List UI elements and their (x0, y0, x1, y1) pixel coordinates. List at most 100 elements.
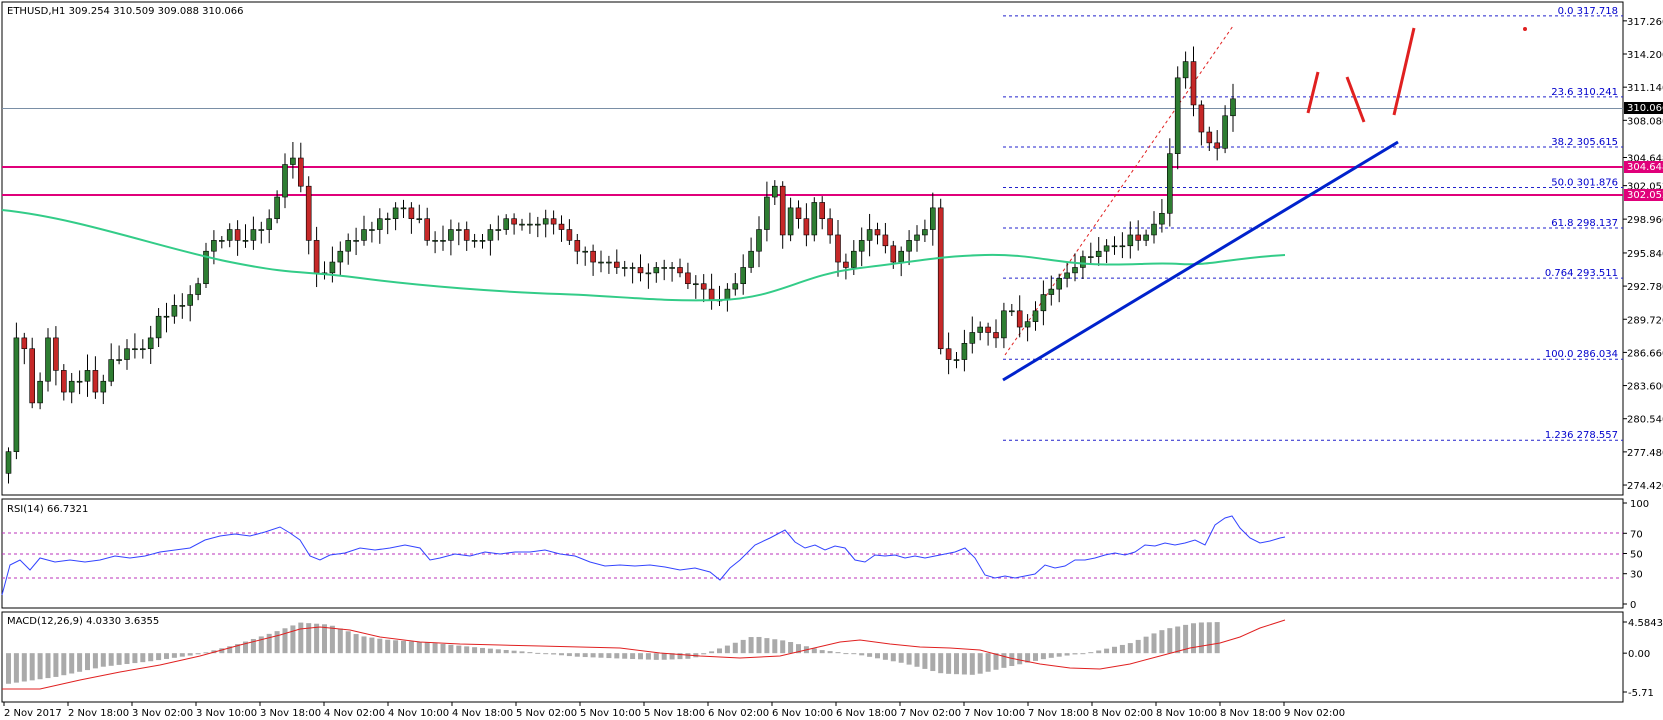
price-tick-label: 292.780 (1627, 282, 1663, 293)
candle-body (874, 229, 881, 236)
resistance-tag-1-bg (1624, 161, 1663, 173)
macd-hist-bar (187, 653, 193, 656)
macd-hist-bar (258, 636, 264, 654)
macd-hist-bar (811, 648, 817, 654)
macd-hist-bar (345, 631, 351, 654)
time-tick-label: 7 Nov 18:00 (1028, 708, 1089, 719)
macd-hist-bar (961, 653, 967, 675)
macd-hist-bar (124, 653, 130, 664)
candle-body (629, 267, 636, 269)
macd-hist-bar (661, 653, 667, 660)
macd-hist-bar (416, 641, 422, 654)
macd-histogram (6, 622, 1220, 684)
price-tick-label: 289.720 (1627, 315, 1663, 326)
macd-signal-line (2, 619, 1286, 690)
macd-hist-bar (906, 653, 912, 665)
candle-body (677, 267, 683, 274)
candle-body (850, 250, 857, 268)
macd-hist-bar (45, 653, 51, 679)
macd-hist-bar (677, 653, 683, 660)
candle-body (408, 207, 415, 220)
candle-body (329, 261, 336, 274)
macd-hist-bar (875, 653, 880, 659)
candle-body (590, 250, 596, 263)
macd-hist-bar (851, 653, 857, 655)
macd-hist-bar (148, 653, 154, 662)
candle-body (116, 359, 122, 361)
candle-body (527, 223, 533, 226)
macd-axis: 4.5843 0.00 -5.71 (1623, 618, 1663, 699)
candle-body (937, 207, 944, 350)
macd-hist-bar (1135, 639, 1141, 654)
fib-level-label: 1.236 278.557 (1545, 430, 1618, 441)
macd-tick-label: -5.71 (1628, 688, 1654, 699)
macd-hist-bar (709, 651, 715, 654)
price-tick-label: 314.200 (1627, 50, 1663, 61)
candle-body (1095, 250, 1102, 257)
candle-body (1214, 142, 1220, 149)
candle-body (400, 207, 407, 210)
macd-hist-bar (653, 653, 659, 660)
candle-body (234, 229, 241, 241)
candle-body (258, 229, 265, 231)
rsi-tick-label: 0 (1630, 600, 1636, 611)
candle-body (771, 185, 778, 198)
macd-hist-bar (1009, 653, 1015, 666)
candle-body (479, 240, 486, 242)
candle-body (922, 229, 928, 236)
macd-hist-bar (243, 641, 248, 654)
candle-body (1230, 98, 1236, 117)
candle-body (147, 337, 154, 350)
macd-hist-bar (566, 653, 572, 657)
candle-body (906, 240, 912, 252)
projection-arrow-down (1345, 76, 1366, 123)
projection-arrows (1306, 27, 1527, 123)
candle-body (37, 380, 43, 404)
candle-body (945, 348, 952, 360)
macd-hist-bar (77, 653, 83, 672)
macd-hist-bar (424, 642, 430, 654)
candle-body (1143, 234, 1149, 241)
candle-body (1008, 310, 1015, 313)
candle-body (843, 261, 849, 268)
macd-hist-bar (1206, 622, 1212, 654)
macd-hist-bar (1151, 633, 1157, 654)
candle-body (108, 359, 114, 382)
macd-hist-bar (164, 653, 169, 659)
candle-body (84, 370, 91, 382)
candle-body (53, 337, 59, 371)
candle-body (369, 229, 375, 231)
fibonacci-retracement: 0.0 317.718 23.6 310.241 38.2 305.615 50.0 … (1003, 6, 1623, 441)
macd-hist-bar (740, 639, 746, 654)
candle-body (171, 305, 178, 317)
macd-hist-bar (1096, 650, 1102, 654)
candle-body (203, 250, 209, 285)
time-axis: 2 Nov 2017 2 Nov 18:00 3 Nov 02:00 3 Nov 10… (3, 702, 1345, 719)
candle-body (669, 267, 675, 269)
macd-hist-bar (1127, 643, 1133, 654)
macd-hist-bar (993, 653, 999, 670)
macd-hist-bar (827, 651, 833, 654)
macd-hist-bar (527, 652, 533, 654)
rsi-axis: 100 70 50 30 0 (1623, 499, 1649, 611)
macd-hist-bar (282, 628, 288, 654)
macd-hist-bar (1001, 653, 1007, 668)
macd-hist-bar (1088, 652, 1094, 654)
macd-hist-bar (203, 652, 209, 654)
candle-body (882, 234, 889, 247)
moving-average-line (1, 209, 1286, 302)
candle-body (969, 332, 976, 344)
macd-hist-bar (1048, 653, 1054, 658)
fib-level-label: 100.0 286.034 (1545, 349, 1618, 360)
candle-body (795, 207, 802, 220)
macd-hist-bar (171, 653, 177, 658)
candle-body (416, 218, 423, 221)
macd-hist-bar (274, 631, 280, 654)
macd-hist-bar (867, 653, 873, 657)
candle-body (353, 240, 359, 242)
time-tick-label: 7 Nov 02:00 (900, 708, 961, 719)
candle-body (748, 250, 754, 268)
candle-body (155, 315, 162, 339)
current-price-tag-bg (1624, 102, 1663, 114)
macd-hist-bar (298, 622, 304, 654)
